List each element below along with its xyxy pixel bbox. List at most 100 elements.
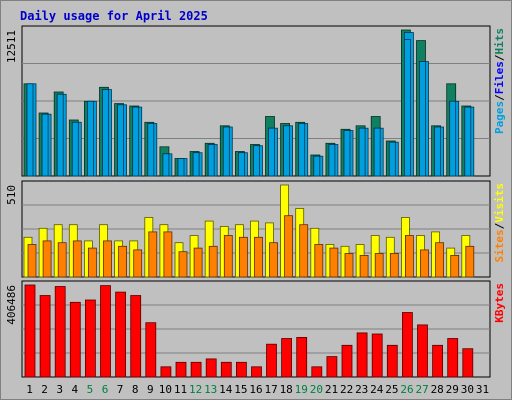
x-tick-label-7: 7: [117, 383, 124, 396]
x-tick-label-26: 26: [400, 383, 413, 396]
bar-sites-day-26: [404, 235, 414, 278]
bar-pages-day-6: [102, 89, 109, 177]
bar-sites-day-27: [420, 249, 429, 278]
x-tick-label-12: 12: [189, 383, 202, 396]
bar-kbytes-day-22: [341, 344, 353, 378]
bar-kbytes-day-27: [417, 324, 428, 378]
x-tick-label-6: 6: [102, 383, 109, 396]
bar-kbytes-day-16: [251, 366, 262, 378]
series-legend: KBytes: [493, 283, 506, 323]
bar-pages-day-3: [56, 93, 64, 177]
bar-sites-day-23: [359, 254, 369, 278]
bar-kbytes-day-3: [54, 286, 66, 378]
bar-pages-day-12: [192, 152, 200, 177]
x-tick-label-23: 23: [355, 383, 368, 396]
bar-pages-day-27: [419, 61, 426, 177]
bar-pages-day-14: [222, 126, 230, 177]
bar-sites-day-6: [103, 240, 112, 278]
bar-sites-day-21: [329, 247, 339, 278]
bar-pages-day-26: [403, 39, 411, 177]
bar-sites-day-18: [284, 215, 294, 278]
series-legend: Pages/Files/Hits: [493, 28, 506, 134]
bar-kbytes-day-7: [115, 291, 126, 378]
bar-pages-day-7: [117, 104, 124, 177]
panel-kbytes: 406486 KBytes: [5, 280, 506, 378]
bar-kbytes-day-18: [281, 338, 293, 378]
bar-kbytes-day-24: [371, 333, 383, 378]
chart-panels: 12511 Pages/Files/Hits 510Sites/Visits4064…: [5, 25, 506, 378]
bar-kbytes-day-4: [69, 301, 81, 378]
bar-sites-day-8: [133, 249, 143, 278]
legend-separator: /: [493, 94, 506, 101]
bar-kbytes-day-1: [24, 284, 36, 378]
x-tick-label-3: 3: [56, 383, 63, 396]
legend-kbytes: KBytes: [493, 283, 506, 323]
x-tick-label-1: 1: [26, 383, 33, 396]
x-tick-label-8: 8: [132, 383, 139, 396]
legend-files: Files: [493, 61, 506, 94]
bar-pages-day-2: [41, 113, 49, 177]
bar-pages-day-18: [283, 125, 291, 177]
x-axis-labels: 1 2 3 4 5 6 7 8 9 10 11 12 13 14 15 16 17 18 19 20 21 22 23 24 2…: [26, 383, 489, 396]
y-max-label: 12511: [5, 30, 18, 63]
bar-sites-day-29: [450, 254, 460, 278]
bar-sites-day-14: [223, 235, 233, 278]
panel-visits-sites: 510 Sites/Visits: [5, 180, 506, 278]
bar-kbytes-day-29: [447, 338, 459, 378]
x-tick-label-30: 30: [461, 383, 474, 396]
x-tick-label-21: 21: [325, 383, 338, 396]
bar-kbytes-day-14: [220, 361, 232, 378]
bar-pages-day-30: [464, 106, 472, 177]
bar-kbytes-day-21: [326, 356, 338, 378]
bar-sites-day-30: [465, 245, 475, 278]
x-tick-label-25: 25: [385, 383, 398, 396]
bar-sites-day-9: [148, 231, 158, 278]
bar-sites-day-17: [269, 242, 278, 278]
bar-sites-day-15: [238, 236, 248, 278]
x-tick-label-4: 4: [71, 383, 78, 396]
bar-pages-day-17: [268, 127, 275, 177]
x-tick-label-19: 19: [295, 383, 308, 396]
bar-pages-day-4: [71, 121, 79, 177]
bar-kbytes-day-8: [130, 295, 142, 378]
bar-sites-day-28: [435, 242, 445, 278]
bar-sites-day-5: [88, 247, 97, 278]
bar-sites-day-19: [299, 224, 309, 278]
bar-sites-day-22: [344, 253, 354, 278]
x-tick-label-22: 22: [340, 383, 353, 396]
chart-title: Daily usage for April 2025: [20, 9, 208, 23]
bar-kbytes-day-2: [39, 295, 51, 378]
bar-sites-day-7: [118, 245, 127, 278]
bar-kbytes-day-26: [401, 312, 413, 378]
bar-sites-day-2: [42, 240, 52, 278]
y-max-label: 510: [5, 185, 18, 205]
bar-kbytes-day-20: [311, 366, 323, 378]
x-tick-label-28: 28: [431, 383, 444, 396]
legend-separator: /: [493, 222, 506, 229]
bar-sites-day-20: [314, 244, 324, 278]
x-tick-label-18: 18: [280, 383, 293, 396]
x-tick-label-9: 9: [147, 383, 154, 396]
bar-sites-day-25: [389, 253, 399, 278]
x-tick-label-13: 13: [204, 383, 217, 396]
legend-visits: Visits: [493, 183, 506, 223]
bar-pages-day-8: [132, 106, 140, 177]
bar-kbytes-day-5: [85, 299, 96, 378]
x-tick-label-10: 10: [159, 383, 172, 396]
bar-kbytes-day-25: [386, 344, 398, 378]
bar-sites-day-11: [178, 251, 188, 278]
bar-kbytes-day-28: [432, 344, 444, 378]
bar-kbytes-day-19: [296, 336, 308, 378]
bar-kbytes-day-23: [356, 332, 368, 378]
x-tick-label-14: 14: [219, 383, 233, 396]
x-tick-label-15: 15: [234, 383, 247, 396]
bar-pages-day-25: [388, 141, 396, 177]
x-tick-label-24: 24: [370, 383, 384, 396]
bar-sites-day-4: [72, 240, 82, 278]
bar-sites-day-16: [254, 236, 263, 278]
x-tick-label-11: 11: [174, 383, 187, 396]
x-tick-label-2: 2: [41, 383, 48, 396]
bar-pages-day-29: [449, 100, 457, 177]
panel-hits-files-pages: 12511 Pages/Files/Hits: [5, 25, 506, 177]
